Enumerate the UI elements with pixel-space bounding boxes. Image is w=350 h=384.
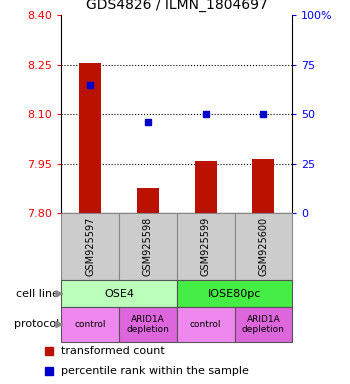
Bar [61, 280, 177, 307]
Bar [234, 213, 292, 280]
Bar [195, 161, 217, 213]
Bar [252, 159, 274, 213]
Text: percentile rank within the sample: percentile rank within the sample [61, 366, 249, 376]
Bar [177, 213, 234, 280]
Bar [79, 63, 101, 213]
Bar [61, 307, 119, 342]
Text: IOSE80pc: IOSE80pc [208, 289, 261, 299]
Text: OSE4: OSE4 [104, 289, 134, 299]
Text: ARID1A
depletion: ARID1A depletion [242, 315, 285, 334]
Text: protocol: protocol [14, 319, 59, 329]
Bar [61, 213, 119, 280]
Text: cell line: cell line [16, 289, 59, 299]
Bar [119, 307, 177, 342]
Bar [177, 280, 292, 307]
Text: GSM925597: GSM925597 [85, 217, 95, 276]
Bar [119, 213, 177, 280]
Title: GDS4826 / ILMN_1804697: GDS4826 / ILMN_1804697 [86, 0, 268, 12]
Text: GSM925600: GSM925600 [258, 217, 268, 276]
Text: control: control [74, 320, 106, 329]
Text: transformed count: transformed count [61, 346, 165, 356]
Text: control: control [190, 320, 221, 329]
Bar [137, 189, 159, 213]
Bar [177, 307, 234, 342]
Text: ARID1A
depletion: ARID1A depletion [126, 315, 169, 334]
Text: GSM925599: GSM925599 [201, 217, 211, 276]
Bar [234, 307, 292, 342]
Text: GSM925598: GSM925598 [143, 217, 153, 276]
